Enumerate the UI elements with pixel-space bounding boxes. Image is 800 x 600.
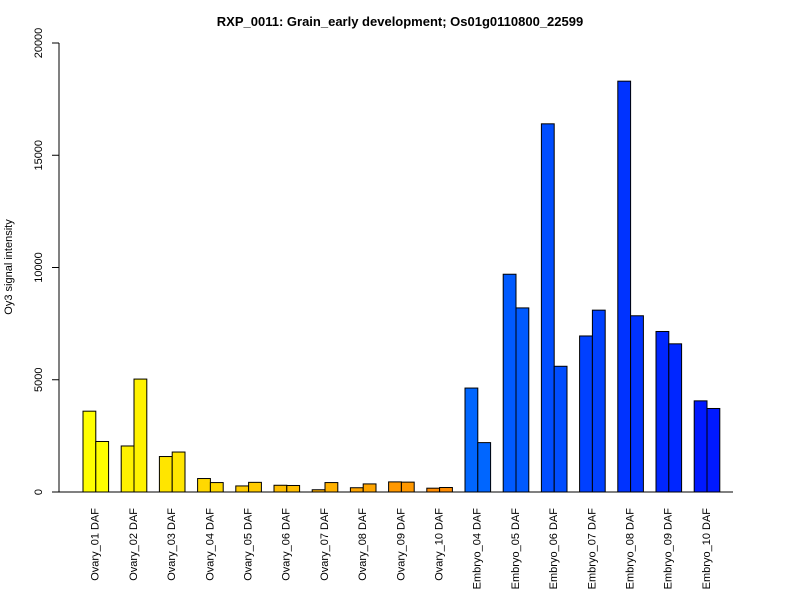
x-tick-label: Ovary_01 DAF	[90, 508, 102, 581]
bar	[133, 378, 148, 493]
x-tick-label: Ovary_02 DAF	[128, 508, 140, 581]
bar	[464, 387, 479, 493]
bar	[388, 481, 402, 493]
bar	[579, 335, 593, 493]
bar	[668, 343, 683, 493]
bar	[95, 440, 110, 493]
x-tick-label: Embryo_07 DAF	[586, 508, 598, 590]
bar	[540, 123, 555, 493]
bar	[235, 485, 250, 493]
bar	[209, 482, 224, 493]
bar	[158, 456, 173, 493]
x-tick-label: Embryo_05 DAF	[510, 508, 522, 590]
bar	[171, 451, 186, 493]
x-tick-label: Ovary_10 DAF	[434, 508, 446, 581]
y-tick-label: 0	[33, 489, 45, 495]
bars-group	[82, 80, 721, 493]
x-tick-label: Embryo_06 DAF	[548, 508, 560, 590]
y-tick-label: 10000	[33, 252, 45, 283]
bar	[120, 445, 135, 493]
bar	[477, 442, 492, 493]
y-axis: 0 5000 10000 15000 20000	[33, 28, 60, 495]
x-tick-label: Ovary_08 DAF	[357, 508, 369, 581]
bar	[439, 487, 453, 493]
x-tick-label: Ovary_09 DAF	[395, 508, 407, 581]
bar	[693, 400, 708, 493]
x-tick-label: Embryo_09 DAF	[663, 508, 675, 590]
bar	[553, 365, 568, 493]
x-axis: Ovary_01 DAF Ovary_02 DAF Ovary_03 DAF Ovar…	[59, 491, 733, 590]
x-tick-label: Ovary_04 DAF	[204, 508, 216, 581]
chart-title: RXP_0011: Grain_early development; Os01g…	[217, 14, 583, 29]
bar	[515, 307, 530, 493]
y-tick-label: 20000	[33, 28, 45, 59]
bar	[286, 484, 301, 493]
bar	[502, 273, 517, 493]
bar	[362, 483, 377, 493]
bar	[82, 410, 97, 493]
x-tick-label: Ovary_05 DAF	[243, 508, 255, 581]
bar	[630, 315, 644, 493]
bar	[349, 487, 364, 493]
bar	[324, 482, 339, 493]
x-tick-label: Ovary_07 DAF	[319, 508, 331, 581]
x-tick-label: Embryo_08 DAF	[625, 508, 637, 590]
bar	[197, 478, 211, 493]
bar	[706, 407, 721, 493]
bar	[655, 330, 670, 493]
x-tick-label: Embryo_04 DAF	[472, 508, 484, 590]
bar	[273, 484, 288, 493]
y-tick-label: 5000	[33, 368, 45, 392]
x-tick-label: Ovary_06 DAF	[281, 508, 293, 581]
bar	[591, 309, 606, 493]
bar	[400, 481, 415, 493]
y-axis-label: Oy3 signal intensity	[3, 219, 15, 315]
x-tick-label: Embryo_10 DAF	[701, 508, 713, 590]
bar	[426, 487, 441, 493]
x-tick-label: Ovary_03 DAF	[166, 508, 178, 581]
y-tick-label: 15000	[33, 140, 45, 171]
bar	[617, 80, 632, 493]
bar	[248, 481, 262, 493]
